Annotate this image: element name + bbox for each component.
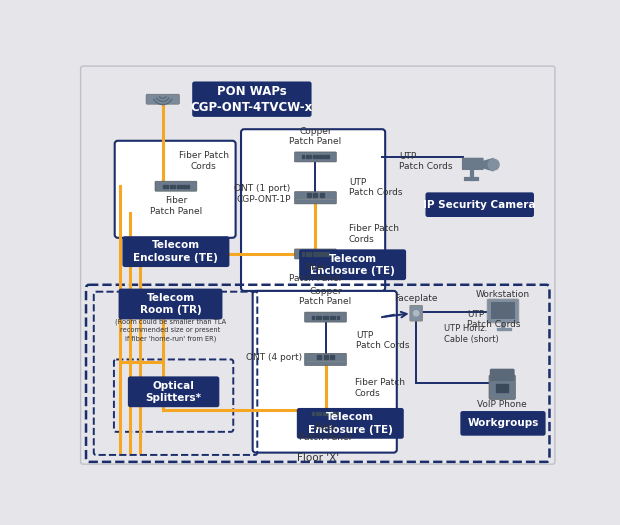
Bar xyxy=(162,185,165,188)
Bar xyxy=(302,253,304,256)
Bar xyxy=(316,412,318,415)
Bar xyxy=(306,155,308,159)
Bar xyxy=(312,316,314,319)
FancyBboxPatch shape xyxy=(304,353,347,365)
FancyBboxPatch shape xyxy=(297,408,404,439)
Text: Fiber
Patch Panel: Fiber Patch Panel xyxy=(299,423,352,442)
Bar xyxy=(312,412,314,415)
Bar xyxy=(323,155,326,159)
FancyBboxPatch shape xyxy=(241,129,385,291)
Bar xyxy=(180,185,182,188)
Circle shape xyxy=(489,159,499,170)
Text: Floor 'X': Floor 'X' xyxy=(297,453,339,463)
Bar xyxy=(330,316,332,319)
Bar xyxy=(333,316,335,319)
Text: UTP
Patch Cords: UTP Patch Cords xyxy=(356,331,410,350)
FancyBboxPatch shape xyxy=(155,181,197,191)
FancyBboxPatch shape xyxy=(460,411,546,436)
Text: UTP
Patch Cords: UTP Patch Cords xyxy=(399,152,453,171)
Bar xyxy=(326,412,329,415)
Bar xyxy=(173,185,175,188)
Bar xyxy=(319,412,321,415)
Bar xyxy=(312,155,315,159)
Text: Telecom
Room (TR): Telecom Room (TR) xyxy=(140,293,202,315)
Bar xyxy=(330,412,332,415)
Bar xyxy=(302,155,304,159)
Bar xyxy=(306,253,308,256)
Bar xyxy=(333,412,335,415)
Bar xyxy=(497,328,511,330)
FancyBboxPatch shape xyxy=(253,291,397,453)
FancyBboxPatch shape xyxy=(115,141,236,238)
Text: Fiber Patch
Cords: Fiber Patch Cords xyxy=(355,378,405,397)
FancyBboxPatch shape xyxy=(118,289,223,319)
FancyBboxPatch shape xyxy=(146,94,179,104)
Text: ONT (4 port): ONT (4 port) xyxy=(246,353,303,362)
Polygon shape xyxy=(483,158,494,172)
Text: (Room could be smaller than TLA
recommended size or present
if fiber 'home-run' : (Room could be smaller than TLA recommen… xyxy=(115,319,226,342)
Bar xyxy=(316,253,318,256)
Text: Telecom
Enclosure (TE): Telecom Enclosure (TE) xyxy=(308,412,392,435)
Bar xyxy=(187,185,189,188)
FancyBboxPatch shape xyxy=(294,192,336,204)
Text: Telecom
Enclosure (TE): Telecom Enclosure (TE) xyxy=(133,240,218,263)
FancyBboxPatch shape xyxy=(487,299,519,323)
Text: Telecom
Enclosure (TE): Telecom Enclosure (TE) xyxy=(310,254,395,276)
Bar xyxy=(319,253,322,256)
Text: PON WAPs
CGP-ONT-4TVCW-x: PON WAPs CGP-ONT-4TVCW-x xyxy=(191,85,313,114)
Bar xyxy=(309,155,311,159)
FancyBboxPatch shape xyxy=(410,306,422,321)
Bar xyxy=(169,185,172,188)
FancyBboxPatch shape xyxy=(81,66,555,464)
FancyBboxPatch shape xyxy=(294,152,336,162)
Bar xyxy=(327,253,329,256)
Text: UTP Horiz.
Cable (short): UTP Horiz. Cable (short) xyxy=(444,324,499,344)
Text: IP Security Camera: IP Security Camera xyxy=(423,200,536,209)
Text: UTP
Patch Cords: UTP Patch Cords xyxy=(467,310,521,329)
Text: Optical
Splitters*: Optical Splitters* xyxy=(146,381,202,403)
FancyBboxPatch shape xyxy=(490,369,515,381)
Bar xyxy=(177,185,179,188)
Text: ONT (1 port)
CGP-ONT-1P: ONT (1 port) CGP-ONT-1P xyxy=(234,184,291,204)
FancyBboxPatch shape xyxy=(128,376,219,407)
Text: Workstation: Workstation xyxy=(476,290,530,299)
FancyBboxPatch shape xyxy=(489,375,515,400)
Text: Fiber
Patch Panel: Fiber Patch Panel xyxy=(150,196,202,216)
Bar xyxy=(319,316,321,319)
Bar xyxy=(319,155,322,159)
Bar xyxy=(316,155,318,159)
Text: Copper
Patch Panel: Copper Patch Panel xyxy=(290,127,342,146)
Text: Workgroups: Workgroups xyxy=(467,418,539,428)
Bar xyxy=(316,316,318,319)
Text: Fiber Patch
Cords: Fiber Patch Cords xyxy=(179,151,229,171)
Text: Fiber Patch
Cords: Fiber Patch Cords xyxy=(348,224,399,244)
FancyBboxPatch shape xyxy=(425,192,534,217)
Bar xyxy=(337,316,339,319)
Bar xyxy=(326,316,329,319)
Text: Faceplate: Faceplate xyxy=(394,294,438,303)
FancyBboxPatch shape xyxy=(294,249,336,259)
FancyBboxPatch shape xyxy=(299,249,406,280)
Bar xyxy=(184,185,186,188)
Bar xyxy=(337,412,339,415)
Text: Fiber
Patch Panel: Fiber Patch Panel xyxy=(290,263,342,282)
Bar xyxy=(312,253,315,256)
FancyBboxPatch shape xyxy=(462,158,484,170)
FancyBboxPatch shape xyxy=(304,408,347,418)
FancyBboxPatch shape xyxy=(490,302,515,319)
FancyBboxPatch shape xyxy=(123,236,229,267)
Bar xyxy=(323,253,326,256)
Text: Copper
Patch Panel: Copper Patch Panel xyxy=(299,287,352,306)
FancyBboxPatch shape xyxy=(192,81,312,117)
Bar xyxy=(309,253,311,256)
Text: UTP
Patch Cords: UTP Patch Cords xyxy=(348,178,402,197)
Bar xyxy=(166,185,169,188)
Bar xyxy=(327,155,329,159)
Bar xyxy=(322,412,325,415)
Circle shape xyxy=(414,311,419,316)
Text: VoIP Phone: VoIP Phone xyxy=(477,400,526,410)
FancyBboxPatch shape xyxy=(304,312,347,322)
Bar xyxy=(322,316,325,319)
